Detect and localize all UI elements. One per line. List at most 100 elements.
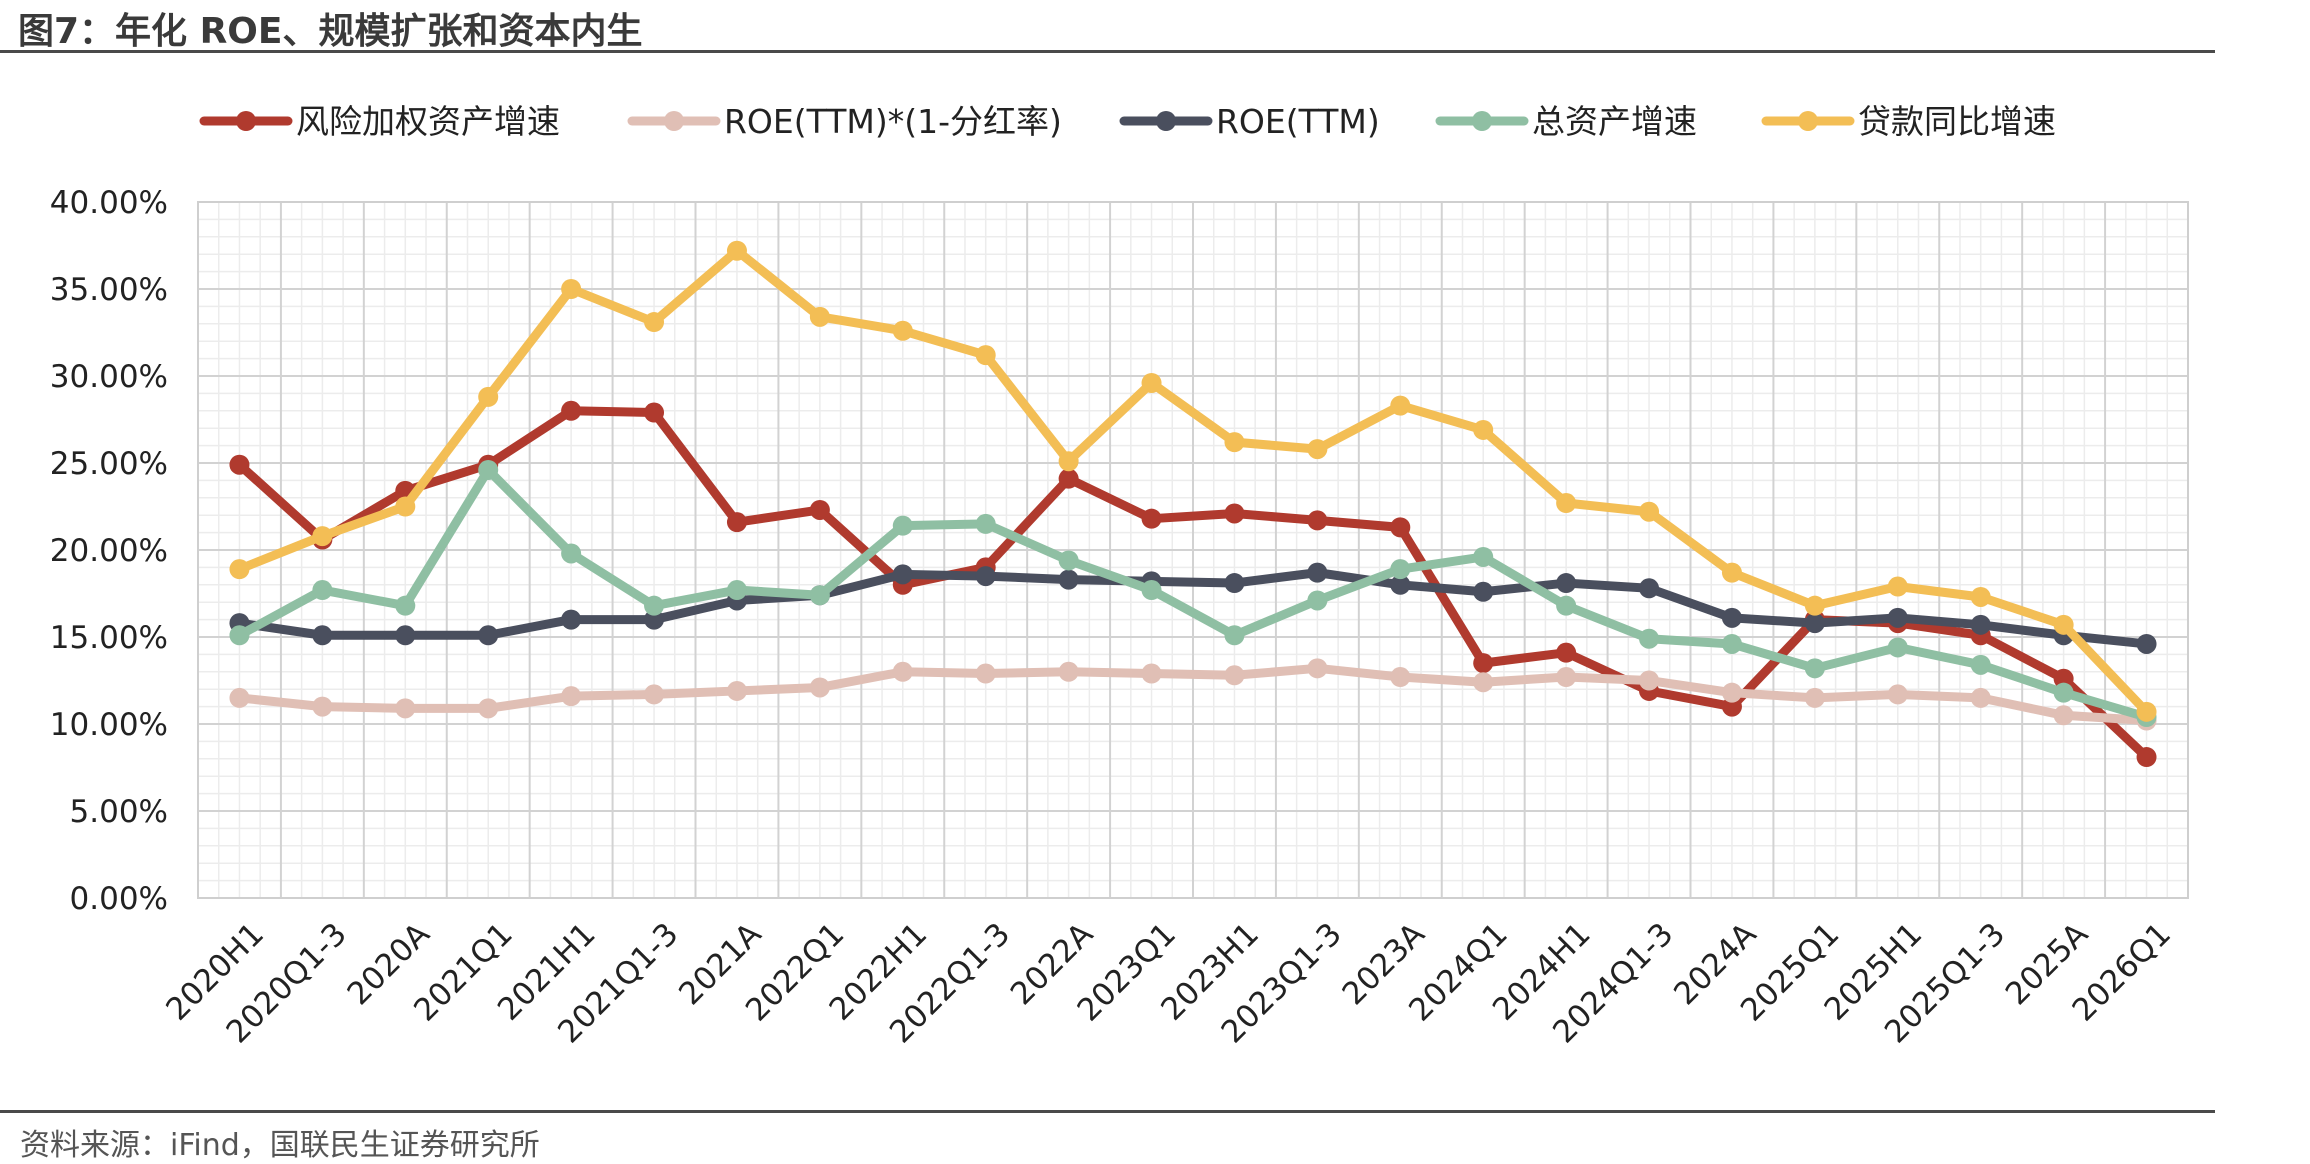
series-line [234, 465, 2152, 722]
legend-swatch-marker [1798, 111, 1818, 131]
data-point [1307, 510, 1328, 531]
data-point [1390, 517, 1411, 538]
data-point [809, 585, 830, 606]
major-grid [197, 201, 2189, 899]
data-point [1058, 550, 1079, 571]
legend-item: 贷款同比增速 [1761, 102, 2056, 141]
data-point [1058, 661, 1079, 682]
chart-series [229, 240, 2157, 768]
data-point [1970, 687, 1991, 708]
data-point [478, 698, 499, 719]
data-point [1887, 576, 1908, 597]
data-point [975, 345, 996, 366]
y-tick-label: 10.00% [50, 707, 168, 743]
data-point [1804, 687, 1825, 708]
data-point [1970, 614, 1991, 635]
data-point [2136, 633, 2157, 654]
data-point [2053, 614, 2074, 635]
data-point [809, 306, 830, 327]
data-point [1058, 569, 1079, 590]
data-point [1721, 696, 1742, 717]
data-point [1639, 628, 1660, 649]
data-point [1473, 581, 1494, 602]
y-tick-label: 20.00% [50, 533, 168, 569]
y-tick-label: 30.00% [50, 359, 168, 395]
data-point [1473, 546, 1494, 567]
data-point [561, 609, 582, 630]
data-point [1224, 503, 1245, 524]
data-point [975, 566, 996, 587]
data-point [1887, 607, 1908, 628]
data-point [1058, 468, 1079, 489]
data-point [1390, 574, 1411, 595]
data-point [229, 559, 250, 580]
legend-label: 风险加权资产增速 [296, 102, 560, 141]
data-point [644, 609, 665, 630]
y-tick-label: 25.00% [50, 446, 168, 482]
plot-frame [197, 201, 2189, 899]
data-point [561, 279, 582, 299]
data-point [1887, 637, 1908, 658]
series-line [234, 246, 2152, 717]
y-tick-label: 35.00% [50, 272, 168, 308]
data-point [644, 684, 665, 705]
data-point [1141, 663, 1162, 684]
page-title: 图7：年化 ROE、规模扩张和资本内生 [18, 11, 643, 52]
data-point [1556, 667, 1577, 688]
data-point [395, 698, 416, 719]
data-point [1473, 653, 1494, 674]
data-point [1307, 590, 1328, 611]
data-point [1556, 573, 1577, 594]
data-point [1141, 508, 1162, 529]
line-chart: 风险加权资产增速 ROE(TTM)*(1-分红率) ROE(TTM) 总资产增速 贷款同… [50, 102, 2189, 1050]
data-point [892, 564, 913, 585]
data-point [809, 499, 830, 520]
data-point [478, 625, 499, 646]
y-tick-label: 40.00% [50, 185, 168, 221]
series-group [229, 240, 2157, 722]
data-point [1556, 493, 1577, 514]
footer-divider [0, 1110, 2215, 1113]
data-point [1307, 439, 1328, 460]
y-axis-ticks: 0.00% 5.00% 10.00% 15.00% 20.00% 25.00% 30.00%… [50, 185, 168, 917]
data-point [1224, 432, 1245, 453]
data-point [892, 515, 913, 536]
data-point [1224, 573, 1245, 594]
y-tick-label: 15.00% [50, 620, 168, 656]
data-point [1307, 658, 1328, 679]
chart-legend: 风险加权资产增速 ROE(TTM)*(1-分红率) ROE(TTM) 总资产增速 贷款同… [199, 102, 2056, 141]
legend-item: ROE(TTM)*(1-分红率) [627, 102, 1062, 141]
data-point [1473, 419, 1494, 440]
data-point [1307, 562, 1328, 583]
data-point [1721, 607, 1742, 628]
data-point [809, 677, 830, 698]
data-point [395, 496, 416, 517]
legend-item: 风险加权资产增速 [199, 102, 560, 141]
data-point [478, 459, 499, 480]
data-point [726, 680, 747, 701]
legend-item: 总资产增速 [1435, 102, 1697, 141]
legend-swatch-marker [1472, 111, 1492, 131]
data-point [1390, 559, 1411, 580]
data-point [2053, 682, 2074, 703]
data-point [726, 512, 747, 533]
legend-label: ROE(TTM)*(1-分红率) [724, 102, 1062, 141]
data-point [1639, 501, 1660, 522]
data-point [1556, 595, 1577, 616]
data-point [1970, 654, 1991, 675]
data-point [726, 240, 747, 261]
data-point [1224, 625, 1245, 646]
data-point [975, 663, 996, 684]
data-point [395, 625, 416, 646]
data-point [1804, 613, 1825, 634]
data-point [1804, 595, 1825, 616]
data-point [229, 454, 250, 475]
data-point [2053, 668, 2074, 689]
y-tick-label: 5.00% [70, 794, 168, 830]
legend-swatch-marker [236, 111, 256, 131]
data-point [561, 543, 582, 564]
data-point [644, 595, 665, 616]
data-point [1970, 586, 1991, 607]
data-point [229, 625, 250, 646]
data-point [1887, 684, 1908, 705]
